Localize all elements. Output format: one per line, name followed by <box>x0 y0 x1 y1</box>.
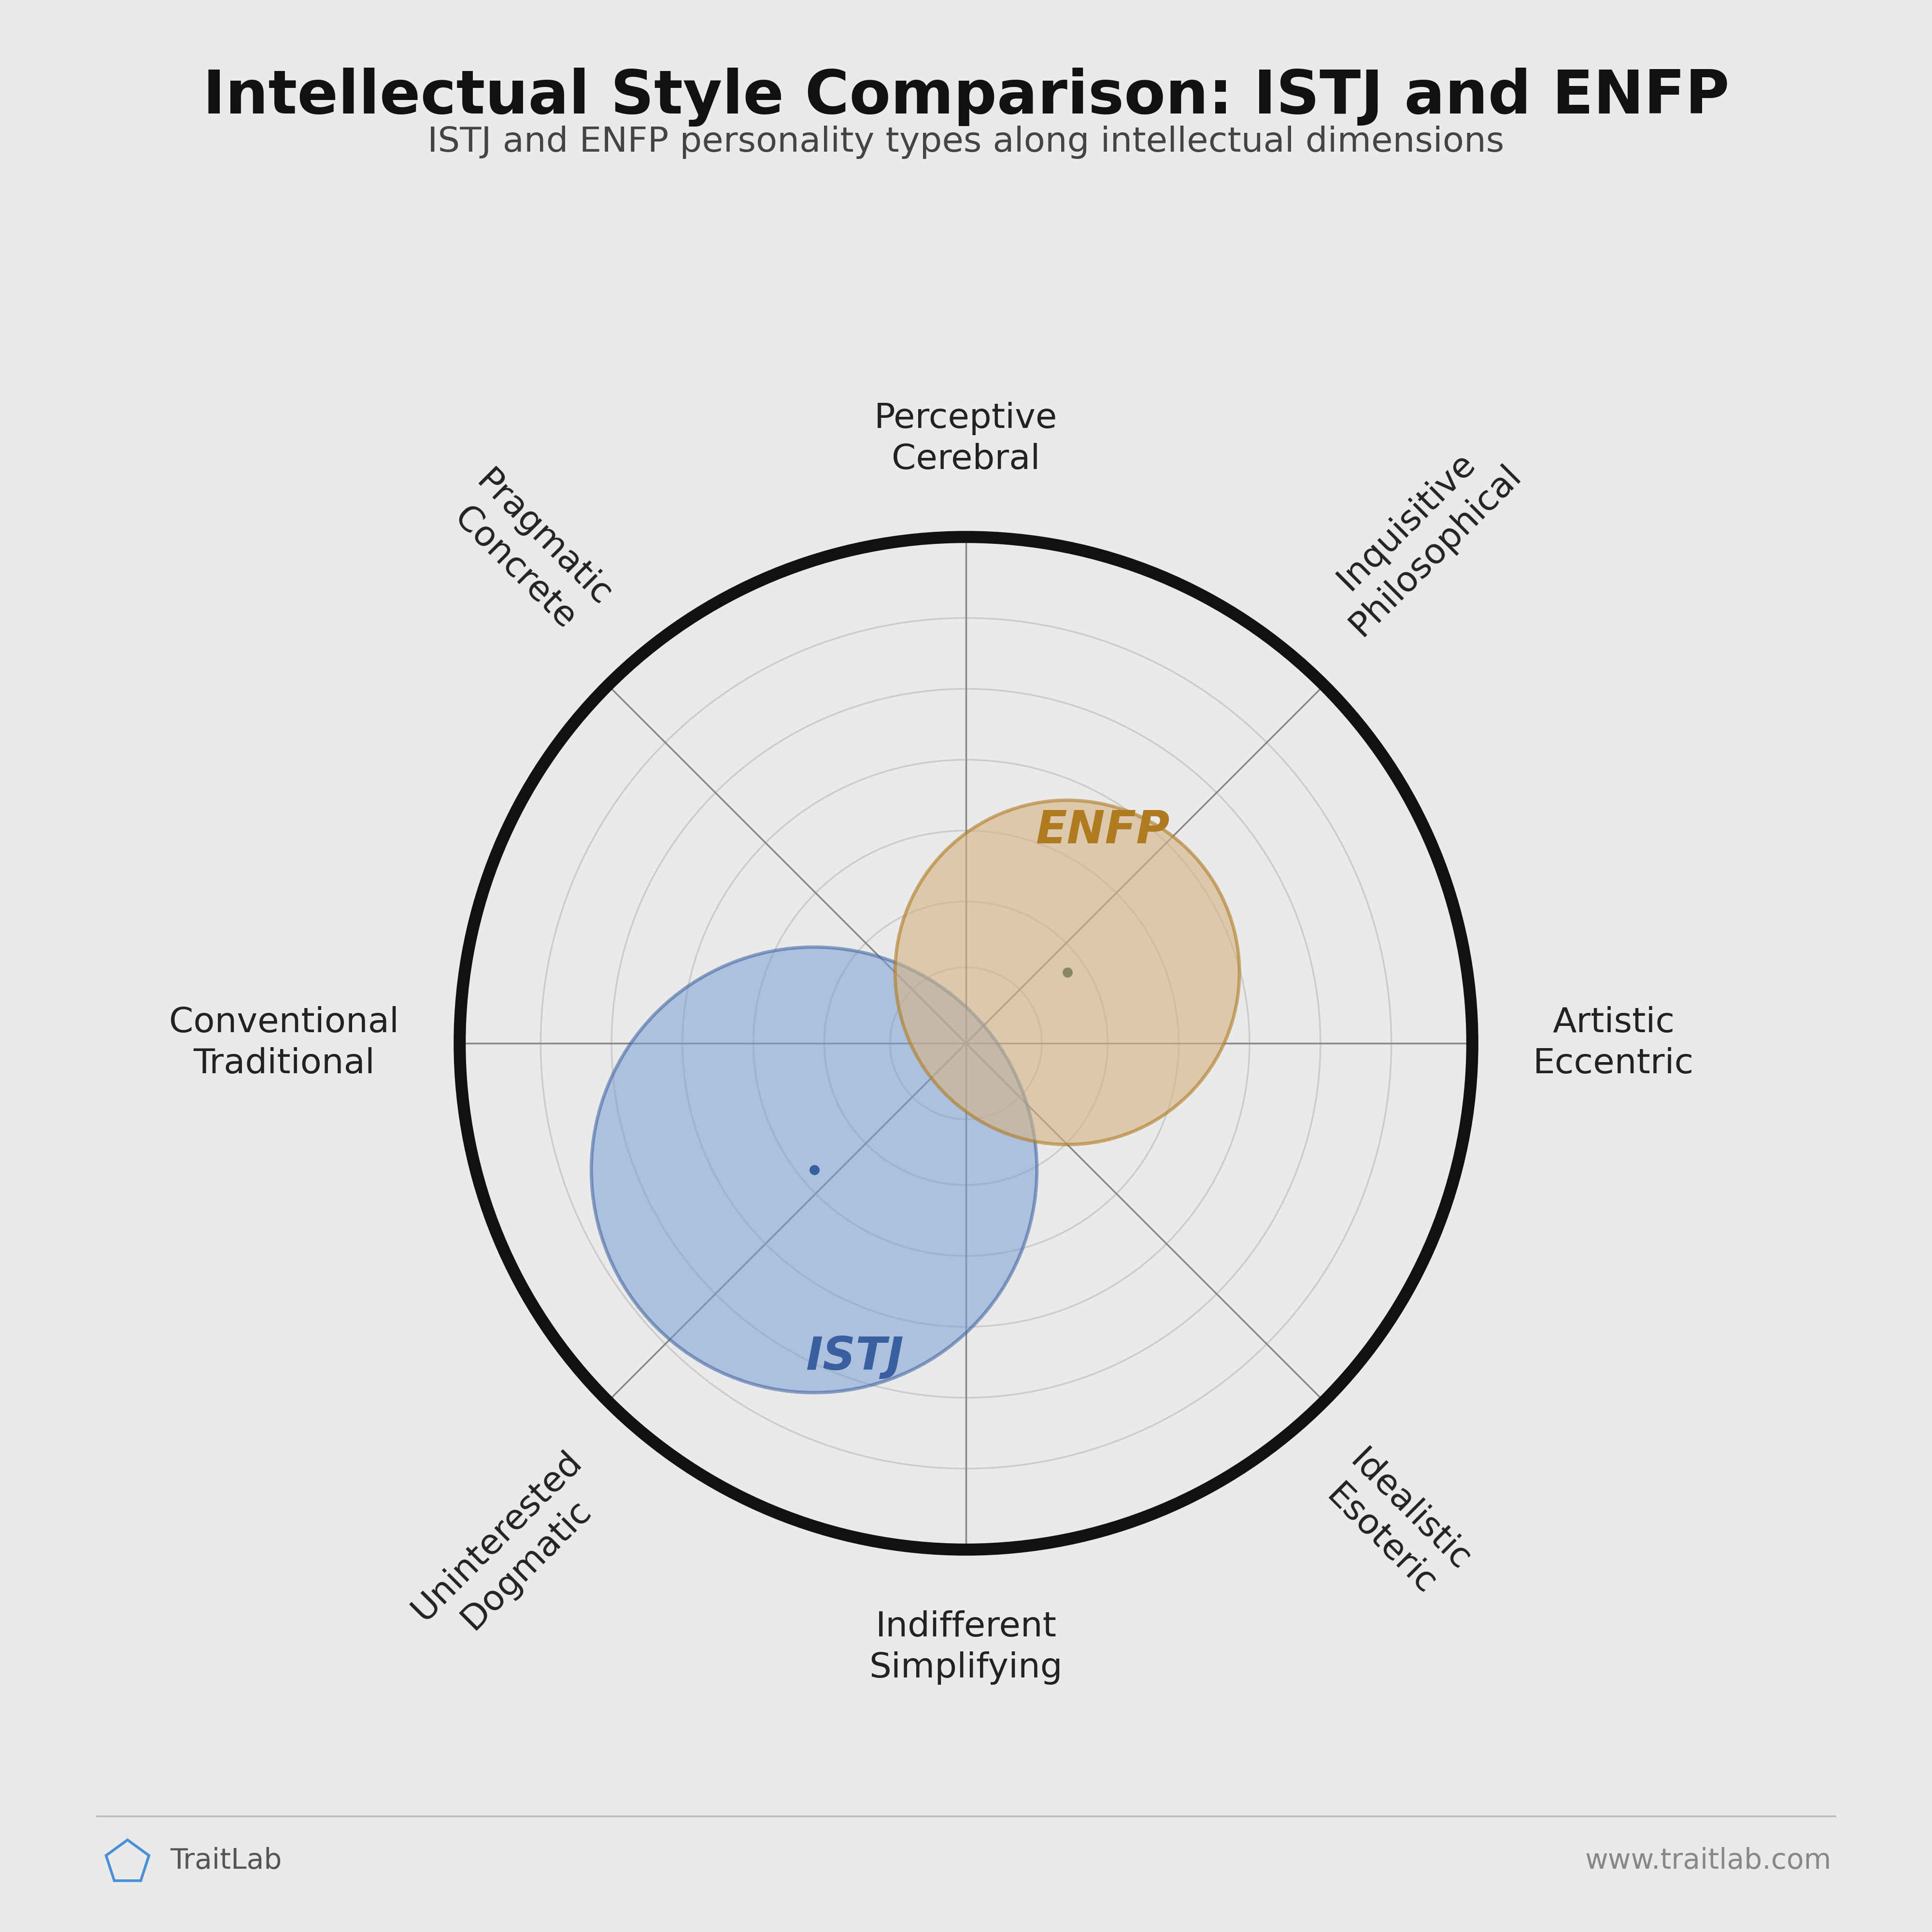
Text: Idealistic
Esoteric: Idealistic Esoteric <box>1314 1445 1476 1607</box>
Text: Uninterested
Dogmatic: Uninterested Dogmatic <box>406 1445 618 1656</box>
Circle shape <box>591 947 1037 1393</box>
Text: ENFP: ENFP <box>1036 808 1169 852</box>
Text: www.traitlab.com: www.traitlab.com <box>1584 1847 1832 1874</box>
Text: Indifferent
Simplifying: Indifferent Simplifying <box>869 1611 1063 1685</box>
Circle shape <box>895 800 1240 1144</box>
Text: ISTJ: ISTJ <box>806 1335 904 1379</box>
Text: Inquisitive
Philosophical: Inquisitive Philosophical <box>1314 429 1528 641</box>
Text: Intellectual Style Comparison: ISTJ and ENFP: Intellectual Style Comparison: ISTJ and … <box>203 68 1729 128</box>
Text: Conventional
Traditional: Conventional Traditional <box>168 1007 398 1080</box>
Text: Pragmatic
Concrete: Pragmatic Concrete <box>440 466 618 641</box>
Text: TraitLab: TraitLab <box>170 1847 282 1874</box>
Text: Perceptive
Cerebral: Perceptive Cerebral <box>875 402 1057 475</box>
Text: Artistic
Eccentric: Artistic Eccentric <box>1534 1007 1694 1080</box>
Text: ISTJ and ENFP personality types along intellectual dimensions: ISTJ and ENFP personality types along in… <box>427 126 1505 158</box>
